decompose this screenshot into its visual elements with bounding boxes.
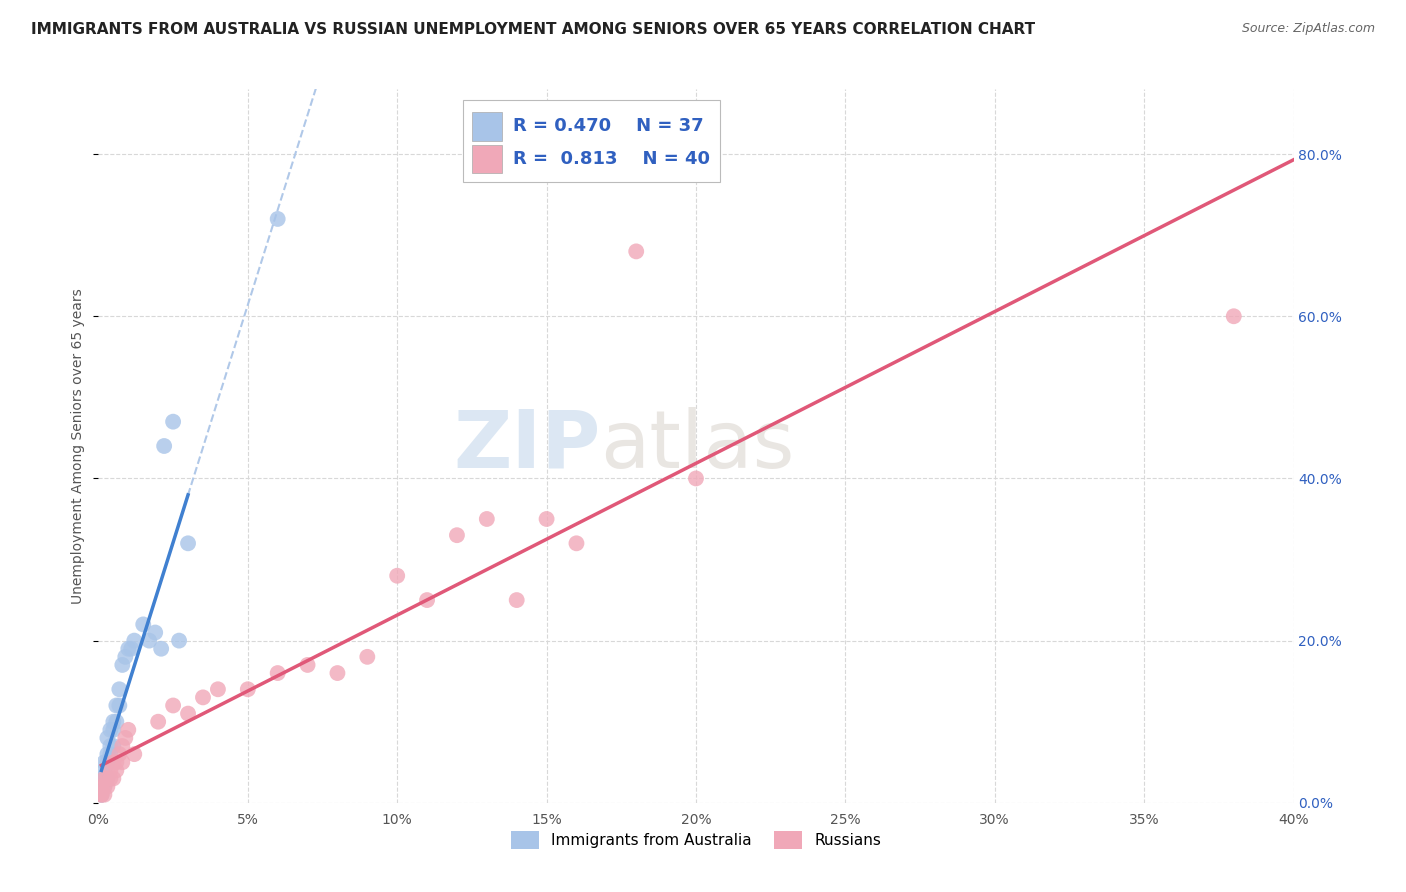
Point xyxy=(111,657,134,672)
Point xyxy=(96,756,118,770)
Point xyxy=(105,764,128,778)
Point xyxy=(297,657,319,672)
Point xyxy=(132,617,155,632)
Point xyxy=(96,731,118,745)
Text: ZIP: ZIP xyxy=(453,407,600,485)
Y-axis label: Unemployment Among Seniors over 65 years: Unemployment Among Seniors over 65 years xyxy=(72,288,86,604)
Point xyxy=(626,244,648,259)
Point xyxy=(98,764,122,778)
Point xyxy=(93,788,115,802)
Point xyxy=(191,690,214,705)
Point xyxy=(93,764,115,778)
Point xyxy=(536,512,558,526)
Text: IMMIGRANTS FROM AUSTRALIA VS RUSSIAN UNEMPLOYMENT AMONG SENIORS OVER 65 YEARS CO: IMMIGRANTS FROM AUSTRALIA VS RUSSIAN UNE… xyxy=(31,22,1035,37)
Point xyxy=(120,641,142,656)
FancyBboxPatch shape xyxy=(472,112,502,141)
Point xyxy=(103,772,125,786)
Point xyxy=(105,698,128,713)
Point xyxy=(143,625,166,640)
Point xyxy=(93,780,115,794)
Legend: Immigrants from Australia, Russians: Immigrants from Australia, Russians xyxy=(510,831,882,848)
Point xyxy=(267,211,290,226)
Point xyxy=(685,471,707,485)
Point xyxy=(90,780,112,794)
Point xyxy=(1223,310,1246,324)
Point xyxy=(93,772,115,786)
FancyBboxPatch shape xyxy=(472,145,502,173)
Point xyxy=(90,788,112,802)
Point xyxy=(93,756,115,770)
Point xyxy=(267,666,290,681)
Point xyxy=(236,682,259,697)
Text: Source: ZipAtlas.com: Source: ZipAtlas.com xyxy=(1241,22,1375,36)
Point xyxy=(103,723,125,737)
Point xyxy=(475,512,498,526)
Point xyxy=(90,788,112,802)
Point xyxy=(90,780,112,794)
Point xyxy=(98,739,122,753)
Point xyxy=(93,780,115,794)
Point xyxy=(111,739,134,753)
Point xyxy=(148,714,170,729)
Point xyxy=(207,682,229,697)
Point xyxy=(96,772,118,786)
Point xyxy=(98,772,122,786)
Point xyxy=(96,747,118,761)
Point xyxy=(105,714,128,729)
Text: R = 0.470    N = 37: R = 0.470 N = 37 xyxy=(513,118,704,136)
Point xyxy=(162,698,184,713)
Point xyxy=(565,536,588,550)
Point xyxy=(98,723,122,737)
Point xyxy=(111,756,134,770)
Point xyxy=(124,747,146,761)
FancyBboxPatch shape xyxy=(463,100,720,182)
Point xyxy=(167,633,190,648)
Point xyxy=(117,641,139,656)
Text: atlas: atlas xyxy=(600,407,794,485)
Point xyxy=(177,706,200,721)
Point xyxy=(114,731,136,745)
Point xyxy=(416,593,439,607)
Point xyxy=(103,739,125,753)
Point xyxy=(96,780,118,794)
Point xyxy=(446,528,468,542)
Point xyxy=(506,593,529,607)
Point xyxy=(153,439,176,453)
Point xyxy=(124,633,146,648)
Point xyxy=(105,756,128,770)
Point xyxy=(150,641,173,656)
Point xyxy=(138,633,160,648)
Point xyxy=(108,747,131,761)
Point xyxy=(90,788,112,802)
Point xyxy=(96,772,118,786)
Text: R =  0.813    N = 40: R = 0.813 N = 40 xyxy=(513,150,710,168)
Point xyxy=(90,788,112,802)
Point xyxy=(103,756,125,770)
Point xyxy=(93,772,115,786)
Point xyxy=(90,780,112,794)
Point xyxy=(117,723,139,737)
Point xyxy=(114,649,136,664)
Point xyxy=(326,666,349,681)
Point xyxy=(90,772,112,786)
Point xyxy=(103,714,125,729)
Point xyxy=(177,536,200,550)
Point xyxy=(108,698,131,713)
Point xyxy=(385,568,409,582)
Point xyxy=(98,747,122,761)
Point xyxy=(108,682,131,697)
Point xyxy=(162,415,184,429)
Point xyxy=(356,649,378,664)
